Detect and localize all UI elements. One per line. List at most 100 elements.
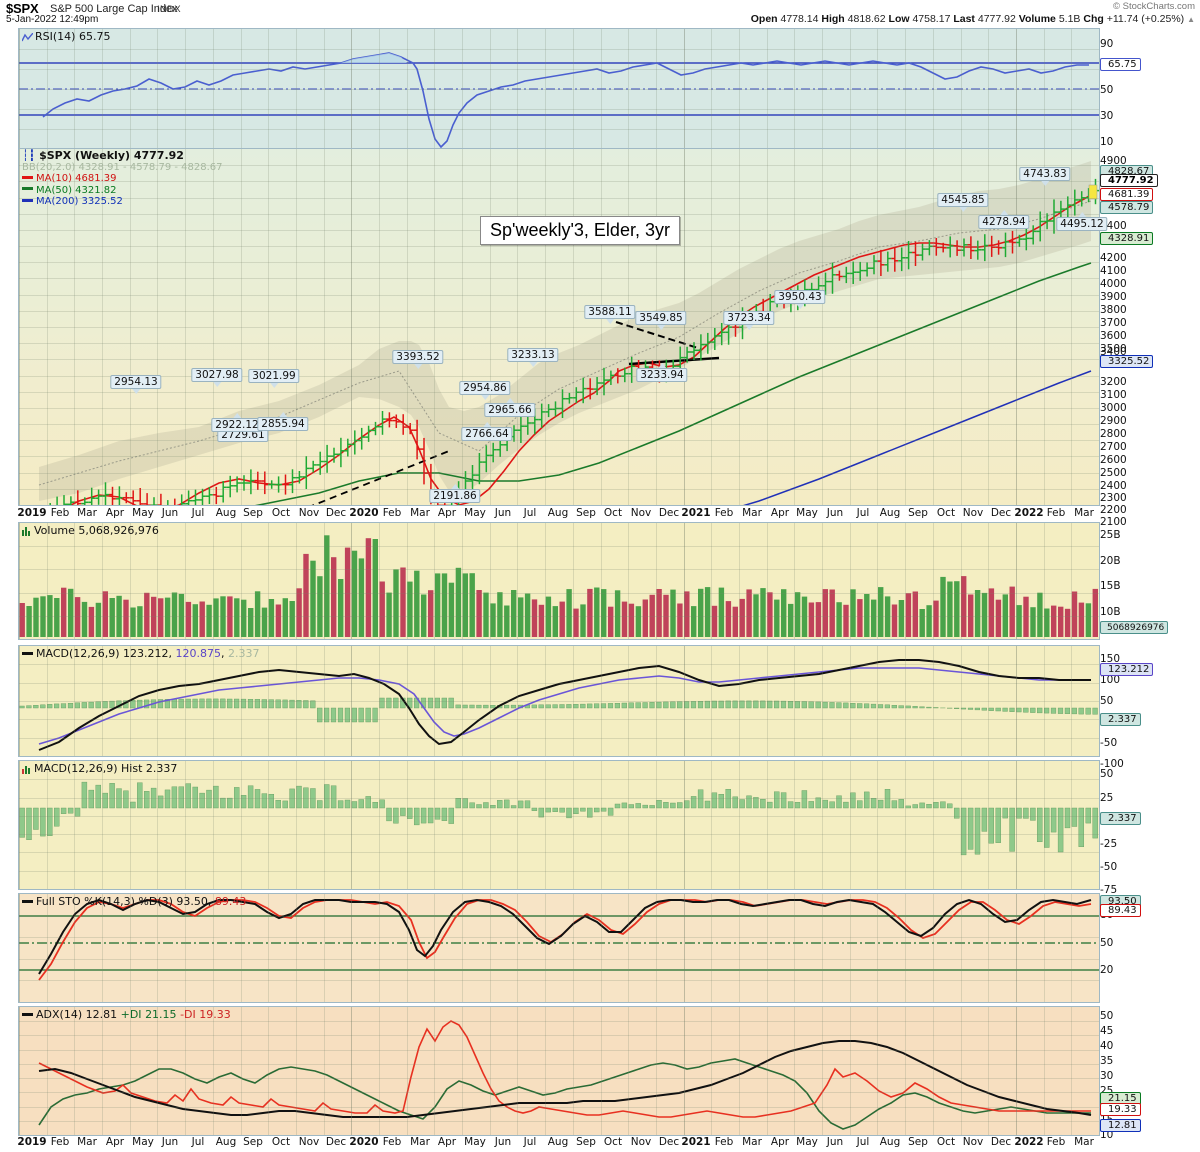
adx-ndi-value: 19.33 xyxy=(199,1008,231,1021)
x-axis-label-mar: Mar xyxy=(410,1136,430,1148)
volume-legend-text: Volume 5,068,926,976 xyxy=(34,524,159,537)
ma200-swatch xyxy=(22,198,33,202)
macd-legend: MACD(12,26,9) 123.212, 120.875, 2.337 xyxy=(22,647,260,660)
adx-axis: 50 45 40 35 30 25 15 10 21.15 19.33 12.8… xyxy=(1100,1006,1200,1141)
price-tick-3600: 3600 xyxy=(1100,330,1127,342)
ma200-badge: 3325.52 xyxy=(1100,355,1154,368)
change-label: Chg xyxy=(1083,13,1104,25)
adx-tick-35: 35 xyxy=(1100,1055,1114,1067)
x-axis-mid: 2019 Feb Mar Apr May Jun Jul Aug Sep Oct Nov Dec 202… xyxy=(17,507,1100,522)
x-axis-label-aug: Aug xyxy=(879,1136,901,1148)
rsi-tick-30: 30 xyxy=(1100,110,1114,122)
adx-plot: ADX(14) 12.81 +DI 21.15 -DI 19.33 xyxy=(18,1006,1100,1136)
adx-legend: ADX(14) 12.81 +DI 21.15 -DI 19.33 xyxy=(22,1008,231,1021)
x-axis-label-feb: Feb xyxy=(1046,1136,1066,1148)
macd-hist-axis: 50 25 -25 -50 -75 -100 2.337 xyxy=(1100,760,1200,912)
last-value: 4777.92 xyxy=(977,13,1016,25)
panel-rsi: RSI(14) 65.75 90 70 50 30 10 65.75 xyxy=(0,28,1200,150)
exchange-label: INDX xyxy=(157,4,181,15)
panel-stochastic: Full STO %K(14,3) %D(3) 93.50, 89.43 80 … xyxy=(0,893,1200,1003)
x-axis-label-mar: Mar xyxy=(742,1136,762,1148)
volume-value-badge: 5068926976 xyxy=(1100,621,1169,634)
macd-hist-value: 2.337 xyxy=(228,647,260,660)
x-axis-label-may: May xyxy=(132,1136,154,1148)
x-axis-label-nov: Nov xyxy=(298,1136,320,1148)
macd-sep2: , xyxy=(221,647,225,660)
x-axis-label-jul: Jul xyxy=(523,507,537,519)
adx-value: 12.81 xyxy=(85,1008,118,1021)
price-tick-2400: 2400 xyxy=(1100,480,1127,492)
x-axis-label-jul: Jul xyxy=(523,1136,537,1148)
x-axis-label-oct: Oct xyxy=(271,507,291,519)
x-axis-label-may: May xyxy=(132,507,154,519)
vol-tick-10b: 10B xyxy=(1100,606,1121,618)
panel-macd: MACD(12,26,9) 123.212, 120.875, 2.337 15… xyxy=(0,645,1200,770)
x-axis-label-jun: Jun xyxy=(494,1136,512,1148)
x-axis-label-apr: Apr xyxy=(437,1136,457,1148)
x-axis-label-sep: Sep xyxy=(908,507,928,519)
chart-header: $SPX S&P 500 Large Cap Index INDX 5-Jan-… xyxy=(0,0,1200,26)
x-axis-label-oct: Oct xyxy=(603,507,623,519)
x-axis-label-2019: 2019 xyxy=(17,507,47,519)
stockcharts-logo: © StockCharts.com xyxy=(1113,1,1195,12)
price-tick-4200: 4200 xyxy=(1100,252,1127,264)
x-axis-label-jun: Jun xyxy=(161,507,179,519)
x-axis-label-nov: Nov xyxy=(298,507,320,519)
x-axis-label-2021: 2021 xyxy=(681,507,711,519)
volume-axis: 25B 20B 15B 10B 5068926976 xyxy=(1100,522,1200,640)
macd-tick-100: 100 xyxy=(1100,674,1121,686)
sto-tick-20: 20 xyxy=(1100,964,1114,976)
x-axis-label-oct: Oct xyxy=(603,1136,623,1148)
x-axis-label-mar: Mar xyxy=(410,507,430,519)
price-legend-ma50: MA(50) 4321.82 xyxy=(22,185,223,197)
sto-sep: , xyxy=(207,895,212,908)
price-tick-3500: 3500 xyxy=(1100,343,1127,355)
x-axis-label-jun: Jun xyxy=(826,1136,844,1148)
macd-svg xyxy=(19,659,1098,751)
macd-hist-svg xyxy=(19,781,1098,856)
x-axis-bottom: 2019 Feb Mar Apr May Jun Jul Aug Sep Oct Nov Dec 202… xyxy=(17,1136,1100,1151)
adx-tick-30: 30 xyxy=(1100,1070,1114,1082)
rsi-plot: RSI(14) 65.75 xyxy=(18,28,1100,150)
x-axis-label-oct: Oct xyxy=(271,1136,291,1148)
macd-tick-50: 50 xyxy=(1100,695,1114,707)
x-axis-label-sep: Sep xyxy=(908,1136,928,1148)
price-legend-main: ┆┇ $SPX (Weekly) 4777.92 xyxy=(22,149,184,162)
price-tick-2600: 2600 xyxy=(1100,454,1127,466)
x-axis-label-sep: Sep xyxy=(576,507,596,519)
macd-tick-n100: -100 xyxy=(1100,758,1124,770)
stochastic-grid xyxy=(19,894,1099,1002)
open-label: Open xyxy=(750,13,778,25)
macd-value-badge: 123.212 xyxy=(1100,663,1154,676)
x-axis-label-may: May xyxy=(464,1136,486,1148)
quote-bar: Open 4778.14 High 4818.62 Low 4758.17 La… xyxy=(751,13,1195,25)
rsi-legend: RSI(14) 65.75 xyxy=(22,30,110,43)
x-axis-label-apr: Apr xyxy=(437,507,457,519)
x-axis-label-apr: Apr xyxy=(770,1136,790,1148)
price-tick-2900: 2900 xyxy=(1100,415,1127,427)
price-tick-4400: 4400 xyxy=(1100,220,1127,232)
macd-hist-legend: MACD(12,26,9) Hist 2.337 xyxy=(22,762,177,775)
x-axis-label-jun: Jun xyxy=(161,1136,179,1148)
x-axis-label-2022: 2022 xyxy=(1014,507,1044,519)
rsi-icon xyxy=(22,32,33,42)
change-up-arrow: ▲ xyxy=(1187,15,1195,24)
x-axis-label-feb: Feb xyxy=(382,1136,402,1148)
x-axis-label-sep: Sep xyxy=(576,1136,596,1148)
x-axis-label-feb: Feb xyxy=(50,507,70,519)
macd-hist-bars-icon xyxy=(22,765,32,774)
change-value: +11.74 (+0.25%) xyxy=(1106,13,1185,25)
ticker-name: S&P 500 Large Cap Index xyxy=(50,3,178,15)
high-label: High xyxy=(821,13,845,25)
x-axis-label-nov: Nov xyxy=(962,507,984,519)
volume-legend: Volume 5,068,926,976 xyxy=(22,524,159,537)
price-tick-4100: 4100 xyxy=(1100,265,1127,277)
adx-line-swatch xyxy=(22,1012,33,1016)
x-axis-label-jul: Jul xyxy=(856,507,870,519)
x-axis-label-mar: Mar xyxy=(1074,507,1094,519)
adx-tick-40: 40 xyxy=(1100,1040,1114,1052)
macd-hist-value-badge: 2.337 xyxy=(1100,812,1141,825)
macd-sep1: , xyxy=(168,647,173,660)
macd-grid xyxy=(19,646,1099,756)
price-tick-2500: 2500 xyxy=(1100,467,1127,479)
